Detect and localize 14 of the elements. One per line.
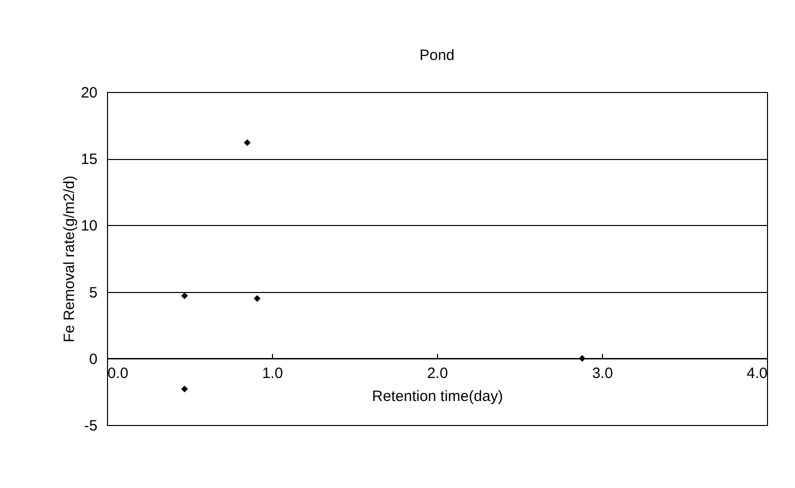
chart-title: Pond — [419, 47, 455, 64]
y-tick-label: 5 — [89, 284, 98, 302]
x-tick-label: 4.0 — [746, 364, 768, 382]
x-tick-label: 1.0 — [262, 364, 283, 382]
x-axis-title: Retention time(day) — [372, 388, 503, 405]
y-tick-label: -5 — [84, 418, 98, 434]
y-tick-label: 10 — [80, 218, 98, 235]
y-tick-label: 0 — [89, 350, 98, 368]
y-axis-title: Fe Removal rate(g/m2/d) — [60, 176, 78, 342]
x-tick-label: 0.0 — [108, 364, 128, 382]
x-tick-label: 3.0 — [592, 364, 613, 382]
y-tick-label: 15 — [80, 151, 98, 168]
y-tick-label: 20 — [80, 84, 98, 102]
x-tick-label: 2.0 — [427, 364, 448, 382]
